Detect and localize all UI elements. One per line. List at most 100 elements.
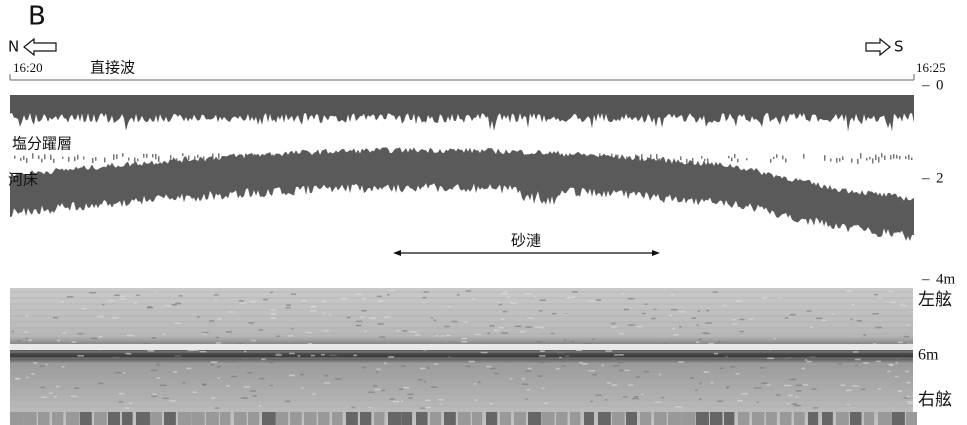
sonar-speckle [525,293,532,295]
sonar-speckle [275,354,281,356]
sonar-footer [416,412,428,425]
sonar-speckle [732,323,737,325]
sonar-speckle [26,338,28,340]
sonar-speckle [407,394,413,396]
halocline-speckle [77,155,79,160]
sonar-speckle [230,361,236,363]
sonar-speckle [807,310,812,312]
sonar-speckle [510,378,513,380]
sonar-speckle [490,403,493,405]
sonar-speckle [356,321,362,323]
sonar-speckle [636,376,640,378]
sonar-speckle [822,320,825,322]
sonar-speckle [448,306,451,308]
sonar-speckle [57,340,60,342]
sonar-speckle [356,325,361,327]
sonar-speckle [905,371,909,373]
sonar-speckle [661,397,664,399]
sonar-speckle [434,320,437,322]
sonar-speckle [244,386,251,388]
sonar-footer [318,412,330,425]
halocline-speckle [155,154,157,159]
sonar-speckle [474,383,476,385]
sonar-speckle [850,319,852,321]
halocline-speckle [32,153,34,158]
sonar-speckle [387,294,390,296]
sonar-footer [164,412,176,425]
panel-label: B [28,2,46,32]
sonar-speckle [562,365,565,367]
sonar-speckle [642,313,646,315]
sonar-speckle [40,387,45,389]
sonar-speckle [507,296,511,298]
sonar-speckle [474,399,477,401]
sonar-speckle [276,353,280,355]
sonar-speckle [702,332,707,334]
sonar-speckle [855,364,858,366]
sonar-speckle [226,385,230,387]
sonar-speckle [564,339,566,341]
halocline-speckle [908,155,910,160]
sonar-speckle [675,406,682,408]
halocline-speckle [866,158,868,161]
sonar-footer [402,412,412,425]
halocline-speckle [20,158,22,161]
sonar-speckle [431,386,437,388]
sonar-speckle [732,319,736,321]
sonar-speckle [812,388,817,390]
sonar-speckle [767,358,774,360]
sonar-speckle [890,365,894,367]
sonar-speckle [788,395,793,397]
time-start: 16:20 [13,60,43,75]
direction-right: S [894,38,904,56]
sonar-speckle [624,309,629,311]
sonar-speckle [289,375,295,377]
halocline-speckle [728,156,730,158]
sonar-speckle [838,363,843,365]
sonar-footer [892,412,905,425]
halocline-speckle [44,154,46,159]
halocline-speckle [881,153,883,157]
sonar-speckle [644,371,649,373]
sonar-speckle [904,336,910,338]
halocline-speckle [50,155,52,160]
sonar-speckle [846,390,851,392]
sonar-speckle [527,317,534,319]
riverbed-label: 河床 [8,171,38,189]
sonar-speckle [240,302,247,304]
sonar-speckle [368,407,371,409]
sonar-speckle [795,385,802,387]
sonar-speckle [857,320,863,322]
sonar-speckle [699,399,701,401]
sonar-speckle [572,291,578,293]
sonar-speckle [461,341,467,343]
sonar-speckle [499,304,503,306]
sonar-speckle [72,341,77,343]
sonar-speckle [330,355,337,357]
sonar-speckle [347,317,351,319]
sonar-speckle [698,310,700,312]
sonar-footer [66,412,79,425]
sonar-footer [150,412,162,425]
sonar-speckle [712,291,717,293]
arrow-north [24,39,56,55]
sonar-speckle [890,302,896,304]
sonar-speckle [487,332,490,334]
sonar-speckle [152,337,156,339]
sonar-speckle [420,407,425,409]
sonar-speckle [108,300,114,302]
sonar-footer [584,412,594,425]
halocline-speckle [899,156,901,160]
sonar-speckle [515,326,522,328]
sonar-speckle [179,295,183,297]
halocline-speckle [188,156,190,161]
sonar-footer [528,412,541,425]
halocline-speckle [773,157,775,159]
sonar-speckle [211,397,215,399]
sonar-speckle [300,374,304,376]
sonar-speckle [270,385,273,387]
depth-tick-prefix: – [921,77,930,93]
sonar-speckle [190,351,194,353]
sonar-speckle [15,378,19,380]
sonar-speckle [259,329,263,331]
